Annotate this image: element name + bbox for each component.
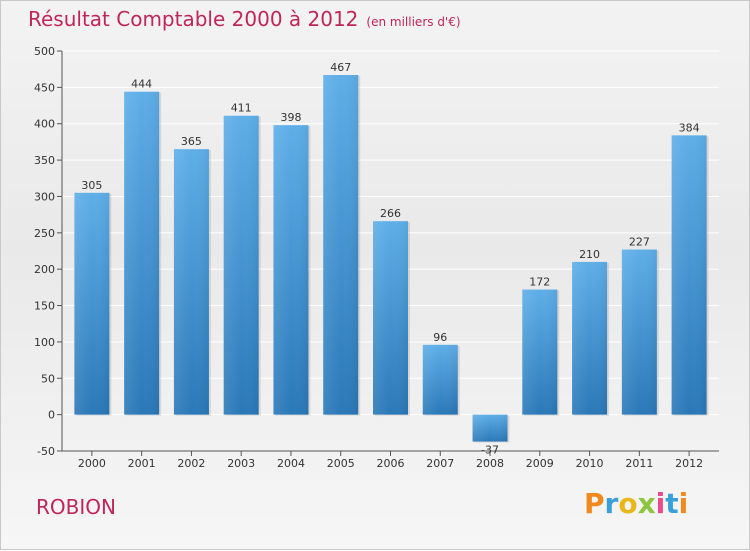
data-label-2001: 444 [131, 78, 152, 91]
chart-subtitle: (en milliers d'€) [366, 15, 461, 29]
x-tick-label-2012: 2012 [675, 457, 703, 470]
y-tick-label: 300 [34, 190, 55, 203]
bar-highlight [572, 261, 608, 415]
y-tick-label: 50 [41, 372, 55, 385]
y-tick-label: 250 [34, 227, 55, 240]
y-tick-label: 0 [48, 409, 55, 422]
y-tick-label: 350 [34, 154, 55, 167]
proxiti-logo: Proxiti [584, 487, 688, 520]
logo-letter: t [665, 487, 679, 520]
y-tick-label: 450 [34, 81, 55, 94]
y-tick-label: 500 [34, 45, 55, 58]
bar-highlight [323, 75, 359, 415]
logo-letter: r [604, 487, 619, 520]
bar-highlight [74, 192, 110, 415]
x-tick-label-2006: 2006 [377, 457, 405, 470]
bar-highlight [373, 221, 408, 415]
x-tick-label-2001: 2001 [128, 457, 156, 470]
x-tick-label-2010: 2010 [576, 457, 604, 470]
data-label-2005: 467 [330, 61, 351, 74]
logo-letter: P [584, 487, 605, 520]
bar-highlight [522, 289, 558, 415]
x-tick-label-2005: 2005 [327, 457, 355, 470]
bar-highlight [422, 344, 458, 415]
bar-highlight [472, 414, 508, 442]
x-tick-label-2000: 2000 [78, 457, 106, 470]
data-label-2004: 398 [280, 111, 301, 124]
chart-title: Résultat Comptable 2000 à 2012 (en millie… [28, 7, 461, 31]
data-label-2007: 96 [433, 331, 447, 344]
data-label-2012: 384 [679, 121, 700, 134]
data-label-2003: 411 [231, 102, 252, 115]
data-label-2010: 210 [579, 248, 600, 261]
y-tick-label: 150 [34, 300, 55, 313]
bar-highlight [223, 115, 259, 415]
logo-letter: i [678, 487, 689, 520]
x-tick-label-2002: 2002 [177, 457, 205, 470]
x-tick-label-2009: 2009 [526, 457, 554, 470]
bar-highlight [273, 125, 309, 415]
x-tick-label-2008: 2008 [476, 457, 504, 470]
data-label-2002: 365 [181, 135, 202, 148]
data-label-2000: 305 [81, 179, 102, 192]
logo-letter: i [655, 487, 666, 520]
x-tick-label-2003: 2003 [227, 457, 255, 470]
x-tick-label-2011: 2011 [625, 457, 653, 470]
y-tick-label: 200 [34, 263, 55, 276]
data-label-2009: 172 [529, 276, 550, 289]
data-label-2011: 227 [629, 236, 650, 249]
bar-highlight [671, 135, 707, 415]
bar-highlight [621, 249, 657, 415]
x-tick-label-2007: 2007 [426, 457, 454, 470]
chart-title-text: Résultat Comptable 2000 à 2012 [28, 7, 359, 31]
data-label-2008: -37 [481, 444, 499, 457]
data-label-2006: 266 [380, 207, 401, 220]
bar-highlight [173, 149, 209, 415]
y-tick-label: -50 [37, 445, 55, 458]
logo-letter: x [637, 487, 656, 520]
x-tick-label-2004: 2004 [277, 457, 305, 470]
commune-name: ROBION [36, 495, 116, 519]
y-tick-label: 400 [34, 118, 55, 131]
logo-letter: o [618, 487, 638, 520]
y-tick-label: 100 [34, 336, 55, 349]
bar-highlight [124, 91, 160, 415]
